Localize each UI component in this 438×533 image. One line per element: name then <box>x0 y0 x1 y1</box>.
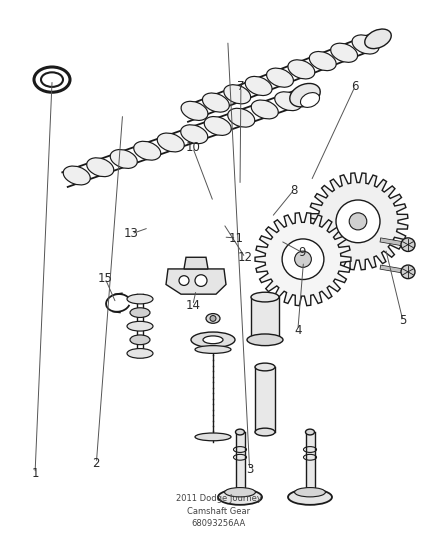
Polygon shape <box>308 173 408 270</box>
Polygon shape <box>251 297 279 340</box>
Text: 2: 2 <box>92 457 100 470</box>
Ellipse shape <box>203 336 223 344</box>
Text: 4: 4 <box>294 324 302 337</box>
Ellipse shape <box>228 108 255 127</box>
Ellipse shape <box>130 308 150 318</box>
Text: 15: 15 <box>98 272 113 285</box>
Ellipse shape <box>224 85 251 104</box>
Ellipse shape <box>181 125 208 144</box>
Circle shape <box>282 239 324 279</box>
Text: 13: 13 <box>124 228 139 240</box>
Ellipse shape <box>204 117 231 135</box>
Circle shape <box>210 316 216 321</box>
Text: 9: 9 <box>298 246 306 259</box>
Circle shape <box>195 274 207 286</box>
Text: 14: 14 <box>185 299 200 312</box>
Ellipse shape <box>195 433 231 441</box>
Ellipse shape <box>295 488 325 497</box>
Ellipse shape <box>157 133 184 152</box>
Circle shape <box>349 213 367 230</box>
Ellipse shape <box>255 428 275 436</box>
Ellipse shape <box>290 84 320 107</box>
Ellipse shape <box>267 68 293 87</box>
Ellipse shape <box>247 334 283 345</box>
Circle shape <box>336 200 380 243</box>
Text: 7: 7 <box>237 80 245 93</box>
Ellipse shape <box>251 292 279 302</box>
Ellipse shape <box>202 93 230 112</box>
Ellipse shape <box>206 313 220 324</box>
Polygon shape <box>305 432 314 489</box>
Ellipse shape <box>309 52 336 70</box>
Text: 3: 3 <box>246 463 253 477</box>
Circle shape <box>401 238 415 252</box>
Circle shape <box>401 265 415 279</box>
Ellipse shape <box>127 349 153 358</box>
Text: 12: 12 <box>238 251 253 264</box>
Polygon shape <box>184 257 208 269</box>
Ellipse shape <box>245 76 272 95</box>
Ellipse shape <box>251 100 278 119</box>
Text: 10: 10 <box>185 141 200 154</box>
Ellipse shape <box>305 429 314 435</box>
Ellipse shape <box>195 345 231 353</box>
Ellipse shape <box>288 489 332 505</box>
Polygon shape <box>255 367 275 432</box>
Text: 6: 6 <box>351 80 359 93</box>
Ellipse shape <box>218 489 262 505</box>
Circle shape <box>179 276 189 286</box>
Polygon shape <box>236 432 244 489</box>
Ellipse shape <box>255 363 275 371</box>
Ellipse shape <box>331 43 357 62</box>
Ellipse shape <box>87 158 114 176</box>
Circle shape <box>295 251 311 268</box>
Ellipse shape <box>275 92 302 111</box>
Ellipse shape <box>181 101 208 120</box>
Ellipse shape <box>288 60 315 79</box>
Ellipse shape <box>352 35 379 54</box>
Ellipse shape <box>127 294 153 304</box>
Ellipse shape <box>41 72 63 87</box>
Ellipse shape <box>191 332 235 348</box>
Ellipse shape <box>110 150 137 168</box>
Polygon shape <box>166 269 226 294</box>
Text: 5: 5 <box>399 314 406 327</box>
Ellipse shape <box>63 166 90 185</box>
Ellipse shape <box>130 335 150 345</box>
Text: 1: 1 <box>31 467 39 480</box>
Ellipse shape <box>236 429 244 435</box>
Ellipse shape <box>300 93 320 107</box>
Polygon shape <box>255 213 351 306</box>
Ellipse shape <box>365 29 391 49</box>
Ellipse shape <box>251 335 279 345</box>
Ellipse shape <box>134 141 161 160</box>
Ellipse shape <box>127 321 153 331</box>
Ellipse shape <box>225 488 255 497</box>
Text: 8: 8 <box>290 184 297 197</box>
Text: 11: 11 <box>229 231 244 245</box>
Text: 2011 Dodge Journey
Camshaft Gear
68093256AA: 2011 Dodge Journey Camshaft Gear 6809325… <box>176 494 262 528</box>
